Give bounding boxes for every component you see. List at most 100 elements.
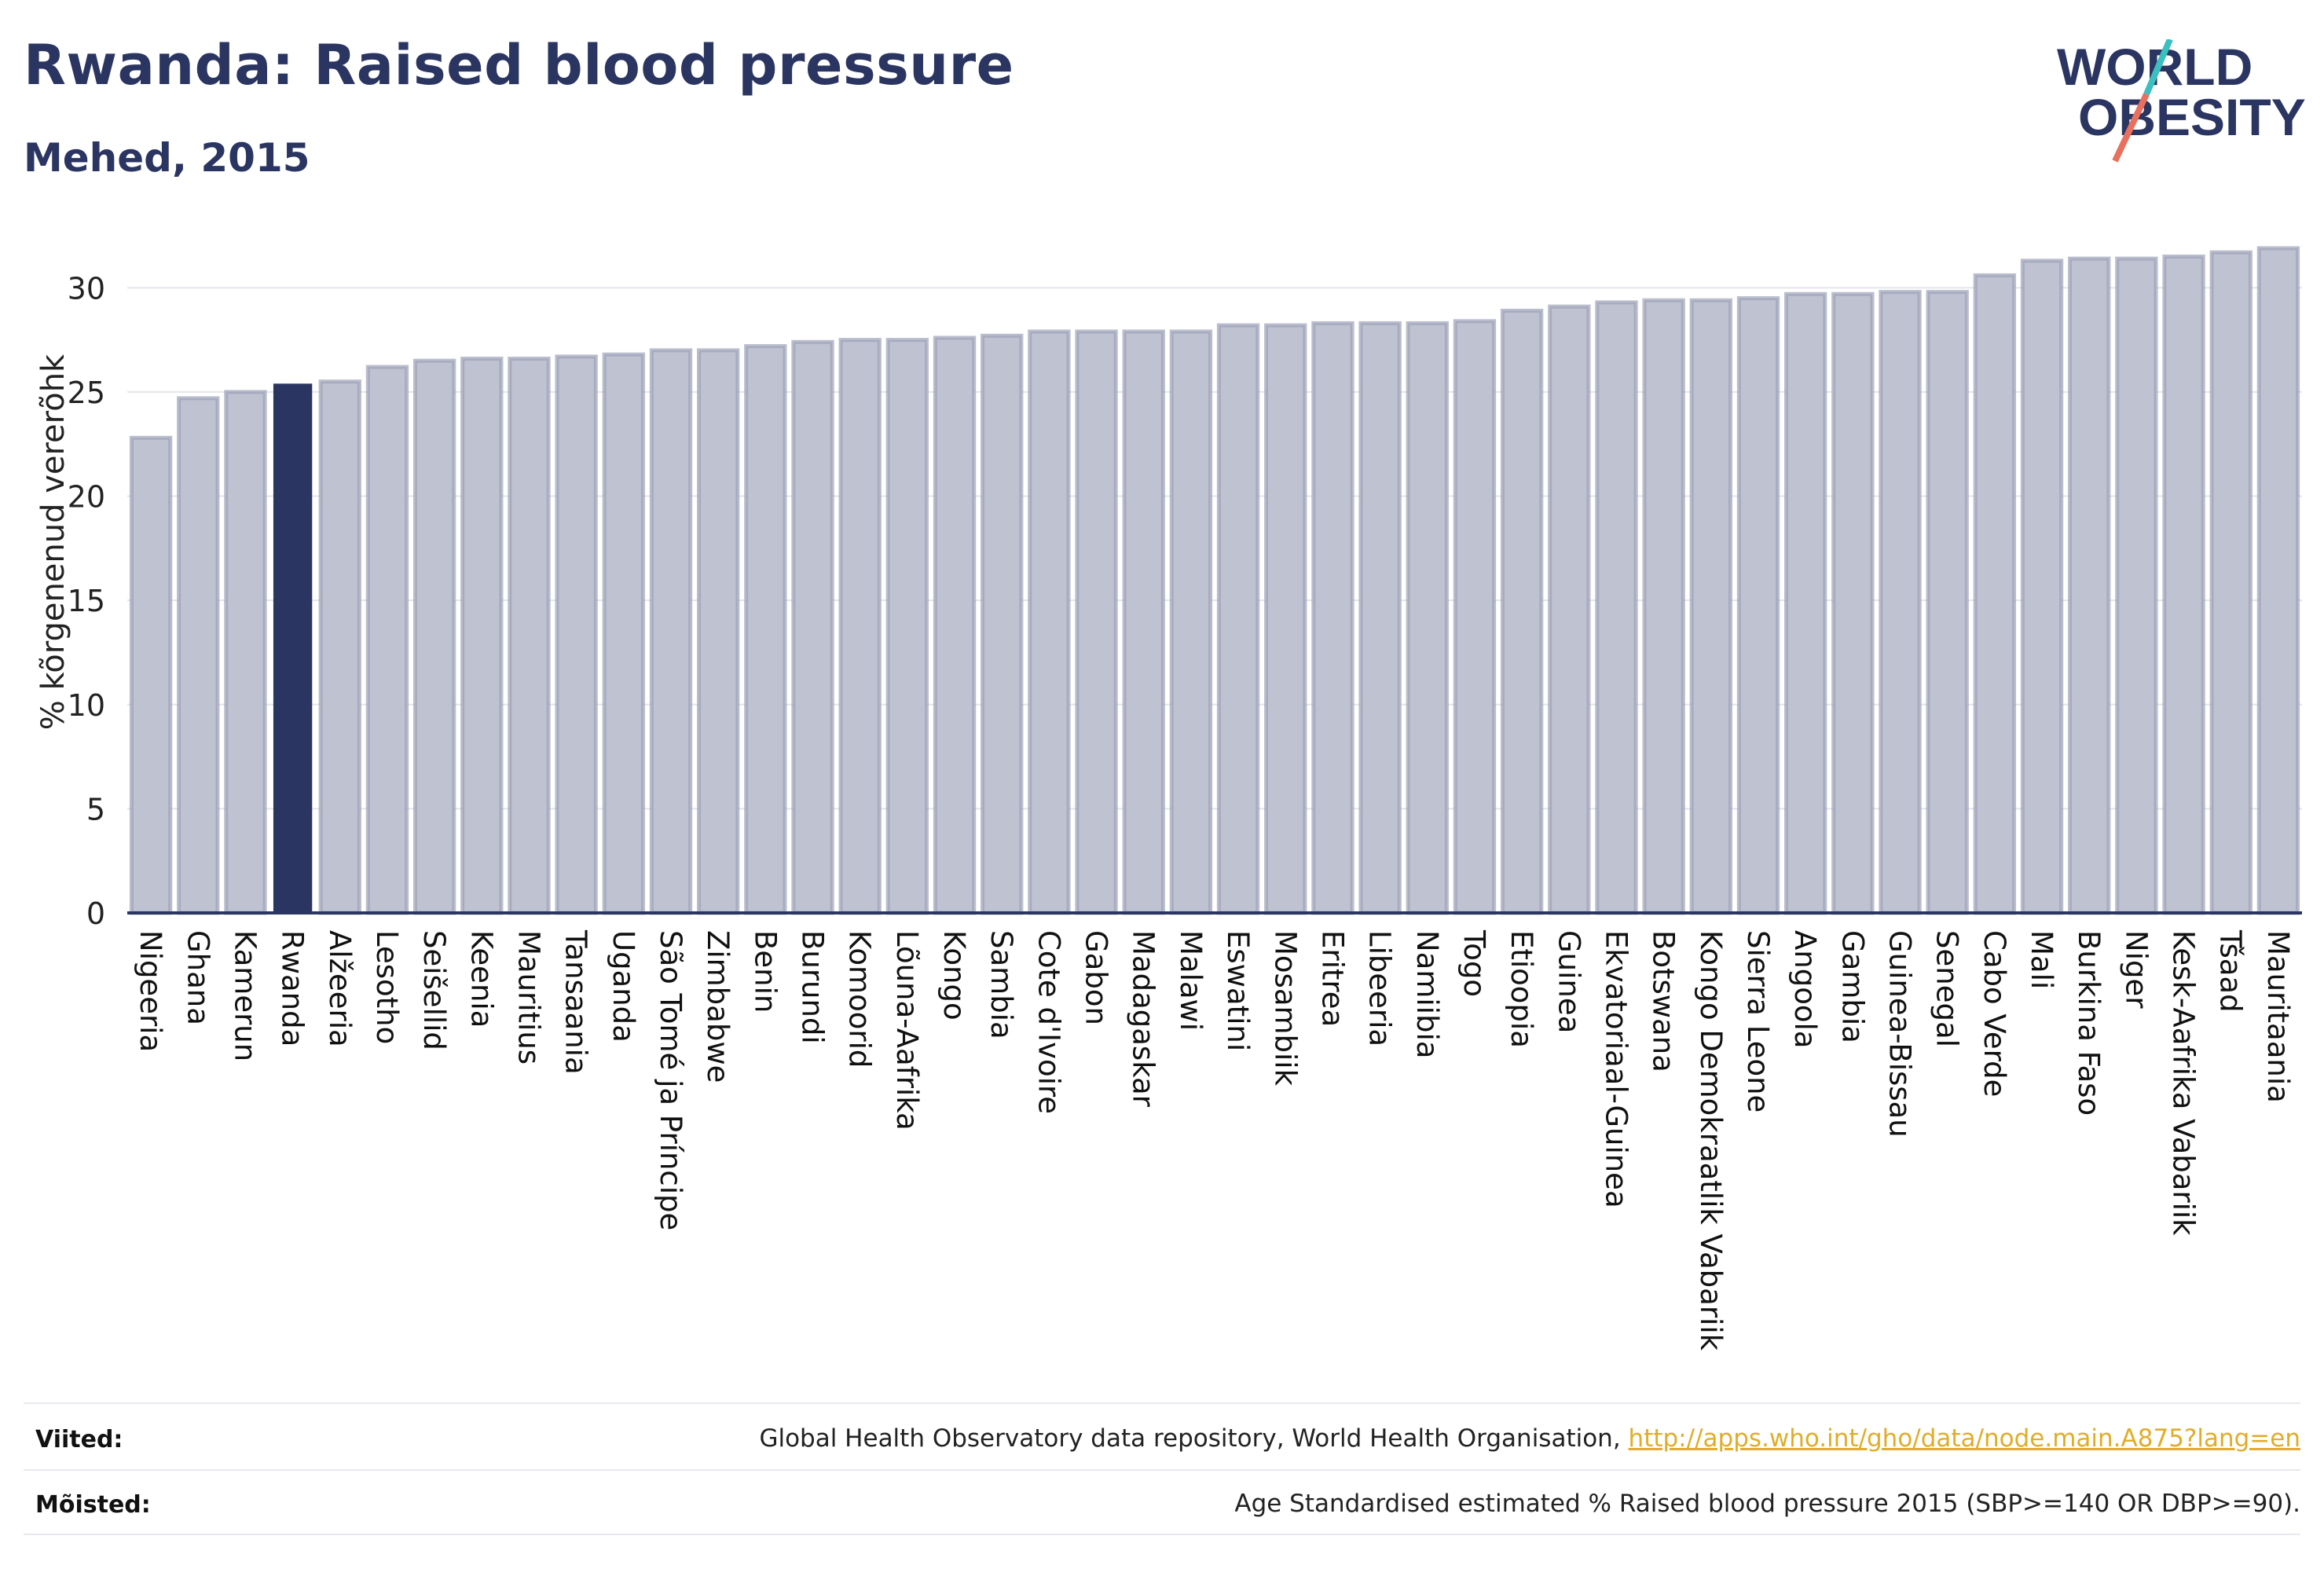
footer-divider-top — [24, 1402, 2300, 1404]
x-tick-label: Etioopia — [1505, 930, 1538, 1048]
bar — [1595, 300, 1638, 915]
bar — [2162, 255, 2205, 915]
x-tick-label: Eswatini — [1221, 930, 1255, 1051]
x-tick-label: Mauritaania — [2261, 930, 2295, 1103]
y-tick-label: 5 — [86, 792, 105, 826]
x-tick-label: Kesk-Aafrika Vabariik — [2167, 930, 2201, 1236]
bar — [460, 356, 504, 915]
y-tick-label: 30 — [68, 271, 105, 306]
x-tick-label: Senegal — [1930, 930, 1964, 1047]
x-tick-label: Gabon — [1080, 930, 1113, 1025]
footer-divider-bottom — [24, 1534, 2300, 1535]
x-tick-label: Kamerun — [228, 930, 262, 1061]
x-tick-label: São Tomé ja Príncipe — [654, 930, 687, 1230]
x-tick-label: Rwanda — [276, 930, 310, 1046]
definitions-text: Age Standardised estimated % Raised bloo… — [1234, 1490, 2300, 1518]
bar — [1406, 321, 1449, 915]
bar — [649, 348, 693, 915]
bar — [177, 396, 220, 915]
bar-chart: 0 5 10 15 20 25 30 Nigeeria Ghana Kamerun Rwanda Al… — [68, 246, 2302, 1351]
bar — [744, 344, 787, 915]
x-tick-label: Benin — [748, 930, 782, 1013]
x-tick-label: Keenia — [464, 930, 498, 1028]
world-obesity-logo: WORLD OBESITY — [2057, 39, 2306, 163]
x-tick-label: Gambia — [1835, 930, 1869, 1043]
x-tick-label: Botswana — [1647, 930, 1681, 1072]
x-tick-label: Angoola — [1788, 930, 1822, 1048]
bar — [697, 348, 740, 915]
footer-divider-middle — [24, 1469, 2300, 1471]
bar — [365, 365, 409, 915]
x-tick-label: Lesotho — [370, 930, 404, 1044]
x-tick-label: Madagaskar — [1127, 930, 1160, 1108]
bar — [1784, 291, 1827, 915]
x-tick-label: Zimbabwe — [701, 930, 735, 1083]
x-tick-label: Kongo Demokraatlik Vabariik — [1694, 930, 1728, 1351]
x-tick-label: Ghana — [181, 930, 214, 1025]
sources-citation: Global Health Observatory data repositor… — [759, 1424, 1621, 1453]
bar — [1311, 321, 1354, 915]
x-tick-label: Tšaad — [2214, 929, 2248, 1013]
bar — [129, 435, 173, 915]
x-tick-label: Sierra Leone — [1741, 930, 1775, 1112]
bar — [1500, 308, 1544, 915]
x-tick-label: Nigeeria — [134, 930, 167, 1052]
definitions-label: Mõisted: — [35, 1491, 151, 1519]
bar — [318, 379, 361, 915]
bar — [1831, 291, 1875, 915]
bar — [1642, 298, 1685, 915]
bar — [1879, 290, 1922, 915]
sources-link[interactable]: http://apps.who.int/gho/data/node.main.A… — [1628, 1424, 2300, 1453]
x-tick-label: Lõuna-Aafrika — [890, 930, 924, 1131]
y-tick-label: 0 — [86, 896, 105, 931]
bar — [2020, 258, 2064, 915]
y-tick-label: 15 — [68, 584, 105, 618]
x-tick-label: Komoorid — [843, 930, 877, 1068]
x-tick-label: Ekvatoriaal-Guinea — [1599, 930, 1633, 1208]
bar — [791, 339, 834, 915]
bar-highlight — [273, 383, 313, 913]
bar — [1122, 329, 1165, 915]
bar — [2209, 250, 2253, 915]
bar — [2115, 256, 2158, 915]
bar — [2068, 256, 2111, 915]
x-tick-label: Eritrea — [1315, 930, 1349, 1027]
bar — [555, 354, 598, 915]
chart-title: Rwanda: Raised blood pressure — [24, 33, 1014, 97]
bar — [885, 338, 929, 915]
bar — [2256, 246, 2300, 915]
x-tick-label: Burundi — [796, 930, 830, 1044]
x-tick-label: Mauritius — [511, 930, 545, 1065]
x-tick-label: Guinea-Bissau — [1883, 930, 1917, 1138]
x-tick-label: Sambia — [984, 930, 1018, 1039]
bar — [1358, 321, 1402, 915]
x-tick-label: Malawi — [1174, 930, 1208, 1031]
x-tick-label: Niger — [2119, 930, 2153, 1009]
bar — [1075, 329, 1118, 915]
bar — [412, 358, 456, 915]
logo-slash-coral — [2112, 93, 2150, 163]
sources-text: Global Health Observatory data repositor… — [759, 1424, 2300, 1453]
x-tick-label: Mali — [2025, 930, 2058, 989]
x-tick-label: Libeeria — [1363, 930, 1397, 1046]
bar — [1169, 329, 1213, 915]
bar — [1736, 296, 1780, 915]
x-tick-label: Cabo Verde — [1978, 930, 2011, 1097]
x-tick-label: Seišellid — [417, 930, 451, 1050]
x-tick-label: Guinea — [1552, 930, 1585, 1033]
bar — [602, 352, 645, 915]
logo-slash-teal — [2143, 39, 2173, 96]
x-tick-label: Cote d'Ivoire — [1032, 930, 1065, 1114]
x-tick-label: Burkina Faso — [2072, 930, 2106, 1116]
x-tick-label: Uganda — [607, 930, 640, 1043]
y-tick-label: 10 — [68, 688, 105, 723]
bar — [1453, 319, 1497, 915]
y-tick-label: 25 — [68, 376, 105, 410]
bar — [1973, 273, 2017, 915]
bar — [933, 335, 977, 915]
x-tick-label: Tansaania — [559, 929, 593, 1075]
bar — [1926, 290, 1969, 915]
bar — [508, 356, 551, 915]
bar — [1689, 298, 1732, 915]
logo-line2: OBESITY — [2078, 88, 2306, 146]
